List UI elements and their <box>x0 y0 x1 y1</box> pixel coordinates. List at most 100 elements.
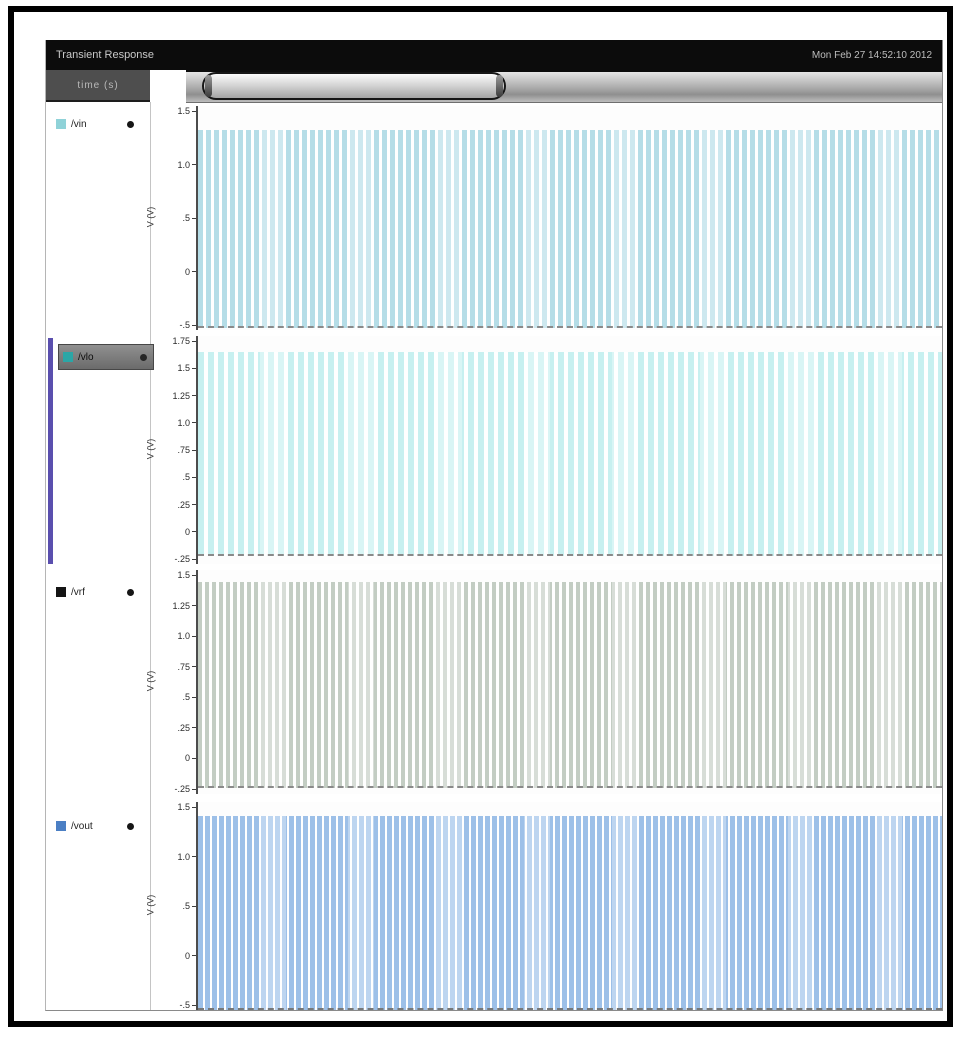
y-tick-mark <box>192 788 196 790</box>
y-tick-label: 0 <box>184 753 190 764</box>
y-tick-mark <box>192 531 196 533</box>
y-axis: V (V) 1.5 1.0 .5 0 -.5 <box>145 106 196 330</box>
signal-item[interactable]: /vrf <box>56 580 144 604</box>
y-tick-label: .5 <box>182 472 190 483</box>
y-tick-mark <box>192 727 196 729</box>
y-tick-mark <box>192 324 196 326</box>
waveform-trace <box>198 816 942 1010</box>
y-tick-label: 1.25 <box>172 390 190 401</box>
horizontal-scrollbar[interactable] <box>186 70 942 103</box>
toolbar: time (s) <box>46 70 942 103</box>
y-tick: .75 <box>177 662 196 672</box>
y-tick-mark <box>192 666 196 668</box>
y-tick: 1.5 <box>177 363 196 373</box>
waveform-canvas[interactable] <box>196 570 942 794</box>
y-tick-mark <box>192 504 196 505</box>
y-tick-mark <box>192 905 196 907</box>
y-tick-label: -.25 <box>174 554 190 564</box>
y-tick: 1.5 <box>177 570 196 580</box>
y-tick: 1.0 <box>177 418 196 428</box>
y-tick-label: .5 <box>182 692 190 703</box>
y-tick-label: -.25 <box>174 784 190 794</box>
y-tick-mark <box>192 476 196 478</box>
signal-label: /vout <box>71 820 93 832</box>
y-tick-mark <box>192 605 196 607</box>
y-tick-label: 1.75 <box>172 336 190 346</box>
signal-color-swatch <box>56 587 66 597</box>
waveform-canvas[interactable] <box>196 802 942 1010</box>
signal-radio-dot[interactable] <box>127 120 134 128</box>
y-tick-mark <box>192 696 196 698</box>
y-tick: .5 <box>182 692 196 702</box>
y-tick-label: 0 <box>184 950 190 961</box>
y-axis: V (V) 1.5 1.25 1.0 .75 .5 .25 0 -.25 <box>145 570 196 794</box>
signal-item[interactable]: /vout <box>56 814 144 838</box>
signal-label: /vlo <box>78 351 94 363</box>
y-tick: 1.25 <box>172 601 196 611</box>
selection-indicator <box>48 338 53 564</box>
y-tick-label: 0 <box>184 266 190 277</box>
waveform-panel: V (V) 1.5 1.0 .5 0 -.5 <box>145 106 942 330</box>
y-tick-label: 0 <box>184 526 190 537</box>
y-tick-label: .75 <box>177 445 190 455</box>
y-tick-label: 1.5 <box>177 802 190 812</box>
y-axis-label: V (V) <box>145 894 156 916</box>
y-tick-mark <box>192 856 196 857</box>
signal-item[interactable]: /vin <box>56 112 144 136</box>
figure-border: Transient Response Mon Feb 27 14:52:10 2… <box>8 6 953 1027</box>
y-tick-mark <box>192 164 196 165</box>
x-range-readout: time (s) <box>46 70 150 102</box>
signal-radio-dot[interactable] <box>140 353 147 361</box>
y-axis-ticks: 1.5 1.25 1.0 .75 .5 .25 0 -.25 <box>162 570 196 794</box>
window-titlebar: Transient Response Mon Feb 27 14:52:10 2… <box>46 40 942 70</box>
signal-radio-dot[interactable] <box>127 822 134 830</box>
y-tick: .5 <box>182 213 196 223</box>
y-tick-mark <box>192 806 196 808</box>
waveform-trace <box>198 130 942 328</box>
y-tick-label: 1.0 <box>177 851 190 862</box>
y-axis-label: V (V) <box>145 438 156 460</box>
y-axis-ticks: 1.5 1.0 .5 0 -.5 <box>162 802 196 1010</box>
scrollbar-thumb[interactable] <box>202 72 506 100</box>
y-tick-label: .25 <box>177 499 190 510</box>
y-axis-label: V (V) <box>145 206 156 228</box>
y-tick-mark <box>192 757 196 759</box>
y-tick: .5 <box>182 472 196 482</box>
waveform-window: Transient Response Mon Feb 27 14:52:10 2… <box>45 40 943 1011</box>
y-tick-label: .25 <box>177 722 190 733</box>
y-tick: 1.0 <box>177 160 196 170</box>
y-tick-label: 1.5 <box>177 570 190 580</box>
signal-color-swatch <box>63 352 73 362</box>
waveform-canvas[interactable] <box>196 336 942 564</box>
waveform-trace <box>198 352 942 556</box>
y-tick: .5 <box>182 901 196 911</box>
y-axis: V (V) 1.5 1.0 .5 0 -.5 <box>145 802 196 1010</box>
window-body: /vin /vlo /vrf /vout <box>46 102 942 1010</box>
signal-color-swatch <box>56 821 66 831</box>
window-datetime: Mon Feb 27 14:52:10 2012 <box>811 49 932 61</box>
y-tick-label: -.5 <box>179 1000 190 1010</box>
y-tick-mark <box>192 217 196 219</box>
signal-label: /vrf <box>71 586 85 598</box>
window-title: Transient Response <box>56 49 155 61</box>
waveform-panel: V (V) 1.75 1.5 1.25 1.0 .75 .5 .25 0 -.25 <box>145 336 942 564</box>
signal-item[interactable]: /vlo <box>58 344 154 370</box>
y-tick-mark <box>192 110 196 112</box>
signal-radio-dot[interactable] <box>127 588 134 596</box>
waveform-trace <box>198 582 942 788</box>
y-tick-label: .75 <box>177 661 190 672</box>
plot-area: V (V) 1.5 1.0 .5 0 -.5 V (V) 1.75 1.5 1.25 1.0.… <box>145 102 942 1010</box>
y-axis: V (V) 1.75 1.5 1.25 1.0 .75 .5 .25 0 -.25 <box>145 336 196 564</box>
y-tick-mark <box>192 574 196 576</box>
y-tick: -.5 <box>179 320 196 330</box>
y-tick: -.5 <box>179 1000 196 1010</box>
waveform-canvas[interactable] <box>196 106 942 330</box>
y-tick-mark <box>192 558 196 560</box>
y-tick-label: 1.0 <box>177 631 190 642</box>
y-tick-mark <box>192 635 196 637</box>
y-tick-label: 1.5 <box>177 106 190 116</box>
y-tick: 0 <box>185 753 196 763</box>
y-tick-mark <box>192 1004 196 1006</box>
y-tick-label: 1.5 <box>177 363 190 374</box>
